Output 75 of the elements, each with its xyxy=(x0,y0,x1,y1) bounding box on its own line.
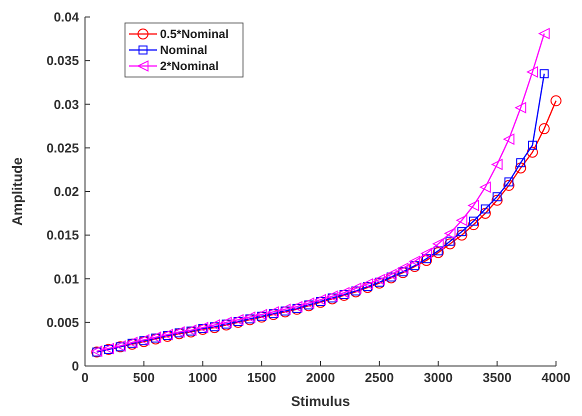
point xyxy=(209,319,220,330)
point xyxy=(457,227,466,236)
point xyxy=(492,194,503,206)
point xyxy=(538,123,550,134)
point xyxy=(256,309,268,320)
point xyxy=(480,208,491,219)
y-axis-title: Amplitude xyxy=(9,157,25,226)
point xyxy=(422,254,431,264)
point xyxy=(386,268,397,280)
point xyxy=(538,28,550,40)
y-tick-label: 0.01 xyxy=(54,271,79,286)
y-tick-label: 0.04 xyxy=(54,10,80,25)
x-tick-label: 2500 xyxy=(364,370,394,385)
legend-label: Nominal xyxy=(160,43,208,58)
point xyxy=(432,247,444,258)
y-tick-label: 0.035 xyxy=(46,53,79,68)
point xyxy=(503,180,514,191)
point xyxy=(528,140,537,150)
y-tick-label: 0.02 xyxy=(54,184,79,200)
point xyxy=(526,146,538,158)
point xyxy=(468,219,480,230)
point xyxy=(515,162,526,174)
y-tick-label: 0.005 xyxy=(46,314,79,330)
point xyxy=(468,200,480,211)
legend-label: 0.5*Nominal xyxy=(160,27,229,42)
point xyxy=(350,282,362,294)
point xyxy=(515,102,526,114)
point xyxy=(504,177,514,186)
point xyxy=(315,294,326,306)
point xyxy=(397,262,408,274)
x-tick-label: 1000 xyxy=(188,370,218,385)
x-tick-label: 3500 xyxy=(482,370,512,385)
point xyxy=(480,204,490,214)
y-tick-label: 0.03 xyxy=(54,96,79,112)
x-tick-label: 0 xyxy=(81,370,89,385)
x-tick-label: 3000 xyxy=(424,370,453,385)
point xyxy=(444,228,456,239)
point xyxy=(550,95,562,106)
point xyxy=(444,238,456,250)
point xyxy=(232,314,244,326)
point xyxy=(446,236,455,246)
x-tick-label: 1500 xyxy=(247,370,276,385)
point xyxy=(291,301,302,312)
x-tick-label: 2000 xyxy=(306,370,335,385)
point xyxy=(420,248,432,259)
point xyxy=(480,182,491,193)
point xyxy=(456,230,468,241)
point xyxy=(220,316,232,328)
y-tick-label: 0.015 xyxy=(46,228,79,243)
point xyxy=(409,256,420,267)
x-tick-label: 4000 xyxy=(542,370,570,385)
point xyxy=(469,216,478,226)
x-tick-label: 500 xyxy=(133,370,155,385)
point xyxy=(338,287,350,298)
point xyxy=(374,274,385,286)
point xyxy=(516,158,526,168)
y-tick-label: 0.025 xyxy=(46,140,79,156)
point xyxy=(432,238,444,250)
x-axis-title: Stimulus xyxy=(290,393,350,409)
point xyxy=(244,312,256,323)
y-tick-label: 0 xyxy=(72,358,79,374)
point xyxy=(268,306,279,318)
point xyxy=(362,278,374,290)
point xyxy=(434,246,443,256)
point xyxy=(492,158,503,170)
point xyxy=(456,214,468,226)
point xyxy=(492,192,502,202)
point xyxy=(280,304,291,315)
point xyxy=(303,298,314,309)
point xyxy=(503,134,514,145)
legend-label: 2*Nominal xyxy=(160,59,219,74)
point xyxy=(420,254,432,266)
point xyxy=(540,69,549,78)
point xyxy=(326,290,338,302)
point xyxy=(526,66,538,78)
